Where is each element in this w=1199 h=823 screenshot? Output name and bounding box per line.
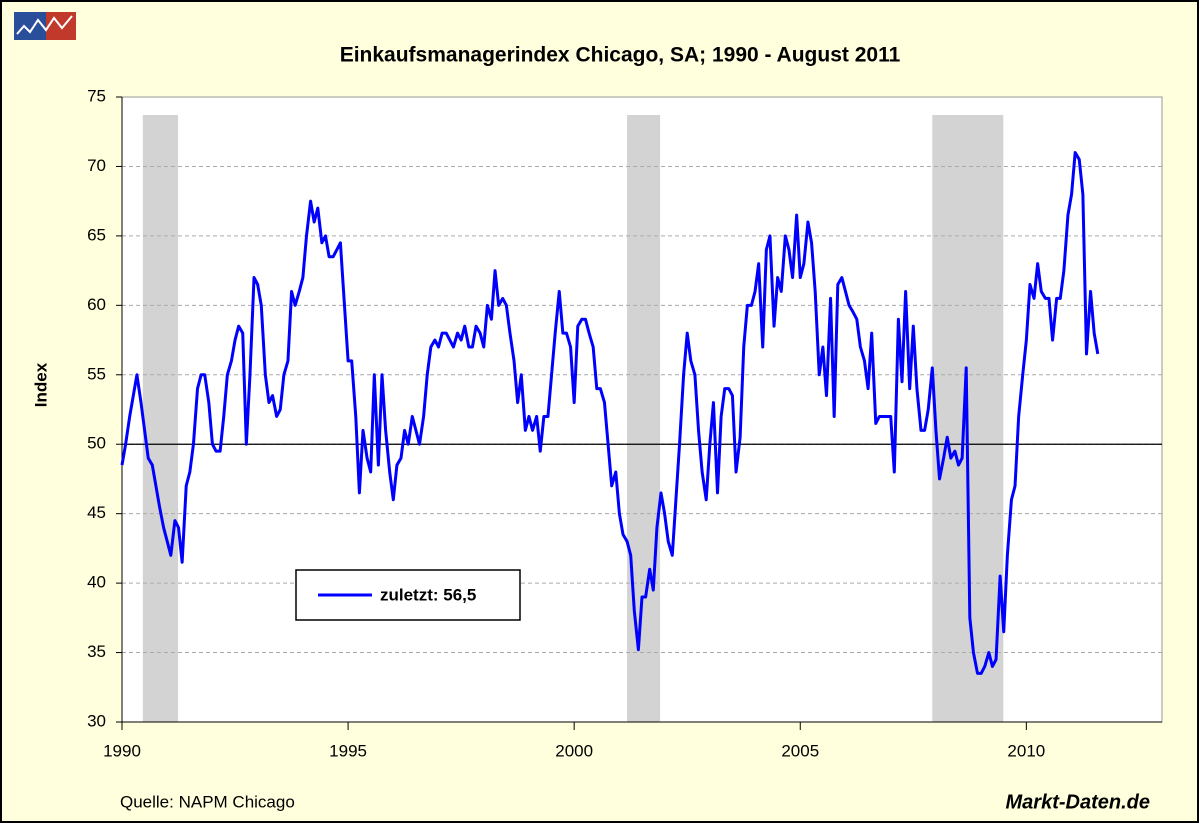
plot-layer: 30 35 40 45 50 55 60 65 70 75 1990 1995 2000 2005 2010 bbox=[87, 86, 1162, 760]
y-tick-label: 50 bbox=[87, 434, 106, 453]
x-tick-label: 2010 bbox=[1007, 741, 1045, 760]
y-tick-label: 45 bbox=[87, 503, 106, 522]
x-tick-label: 1995 bbox=[329, 741, 367, 760]
recession-band bbox=[142, 115, 179, 722]
source: Quelle: NAPM Chicago bbox=[120, 792, 295, 811]
brand: Markt-Daten.de bbox=[1006, 791, 1150, 813]
legend-label: zuletzt: 56,5 bbox=[380, 585, 476, 604]
logo bbox=[14, 12, 76, 40]
chart-title: Einkaufsmanagerindex Chicago, SA; 1990 -… bbox=[340, 44, 901, 67]
y-tick-label: 40 bbox=[87, 573, 106, 592]
y-tick-label: 70 bbox=[87, 156, 106, 175]
y-tick-label: 55 bbox=[87, 364, 106, 383]
data-line bbox=[120, 151, 1100, 675]
y-tick-label: 60 bbox=[87, 295, 106, 314]
y-tick-label: 75 bbox=[87, 86, 106, 105]
y-tick-label: 30 bbox=[87, 711, 106, 730]
y-tick-label: 35 bbox=[87, 642, 106, 661]
recession-band bbox=[627, 115, 661, 722]
x-tick-label: 2005 bbox=[781, 741, 819, 760]
x-tick-label: 2000 bbox=[555, 741, 593, 760]
y-tick-label: 65 bbox=[87, 225, 106, 244]
x-tick-label: 1990 bbox=[103, 741, 141, 760]
y-axis-label: Index bbox=[31, 362, 50, 407]
